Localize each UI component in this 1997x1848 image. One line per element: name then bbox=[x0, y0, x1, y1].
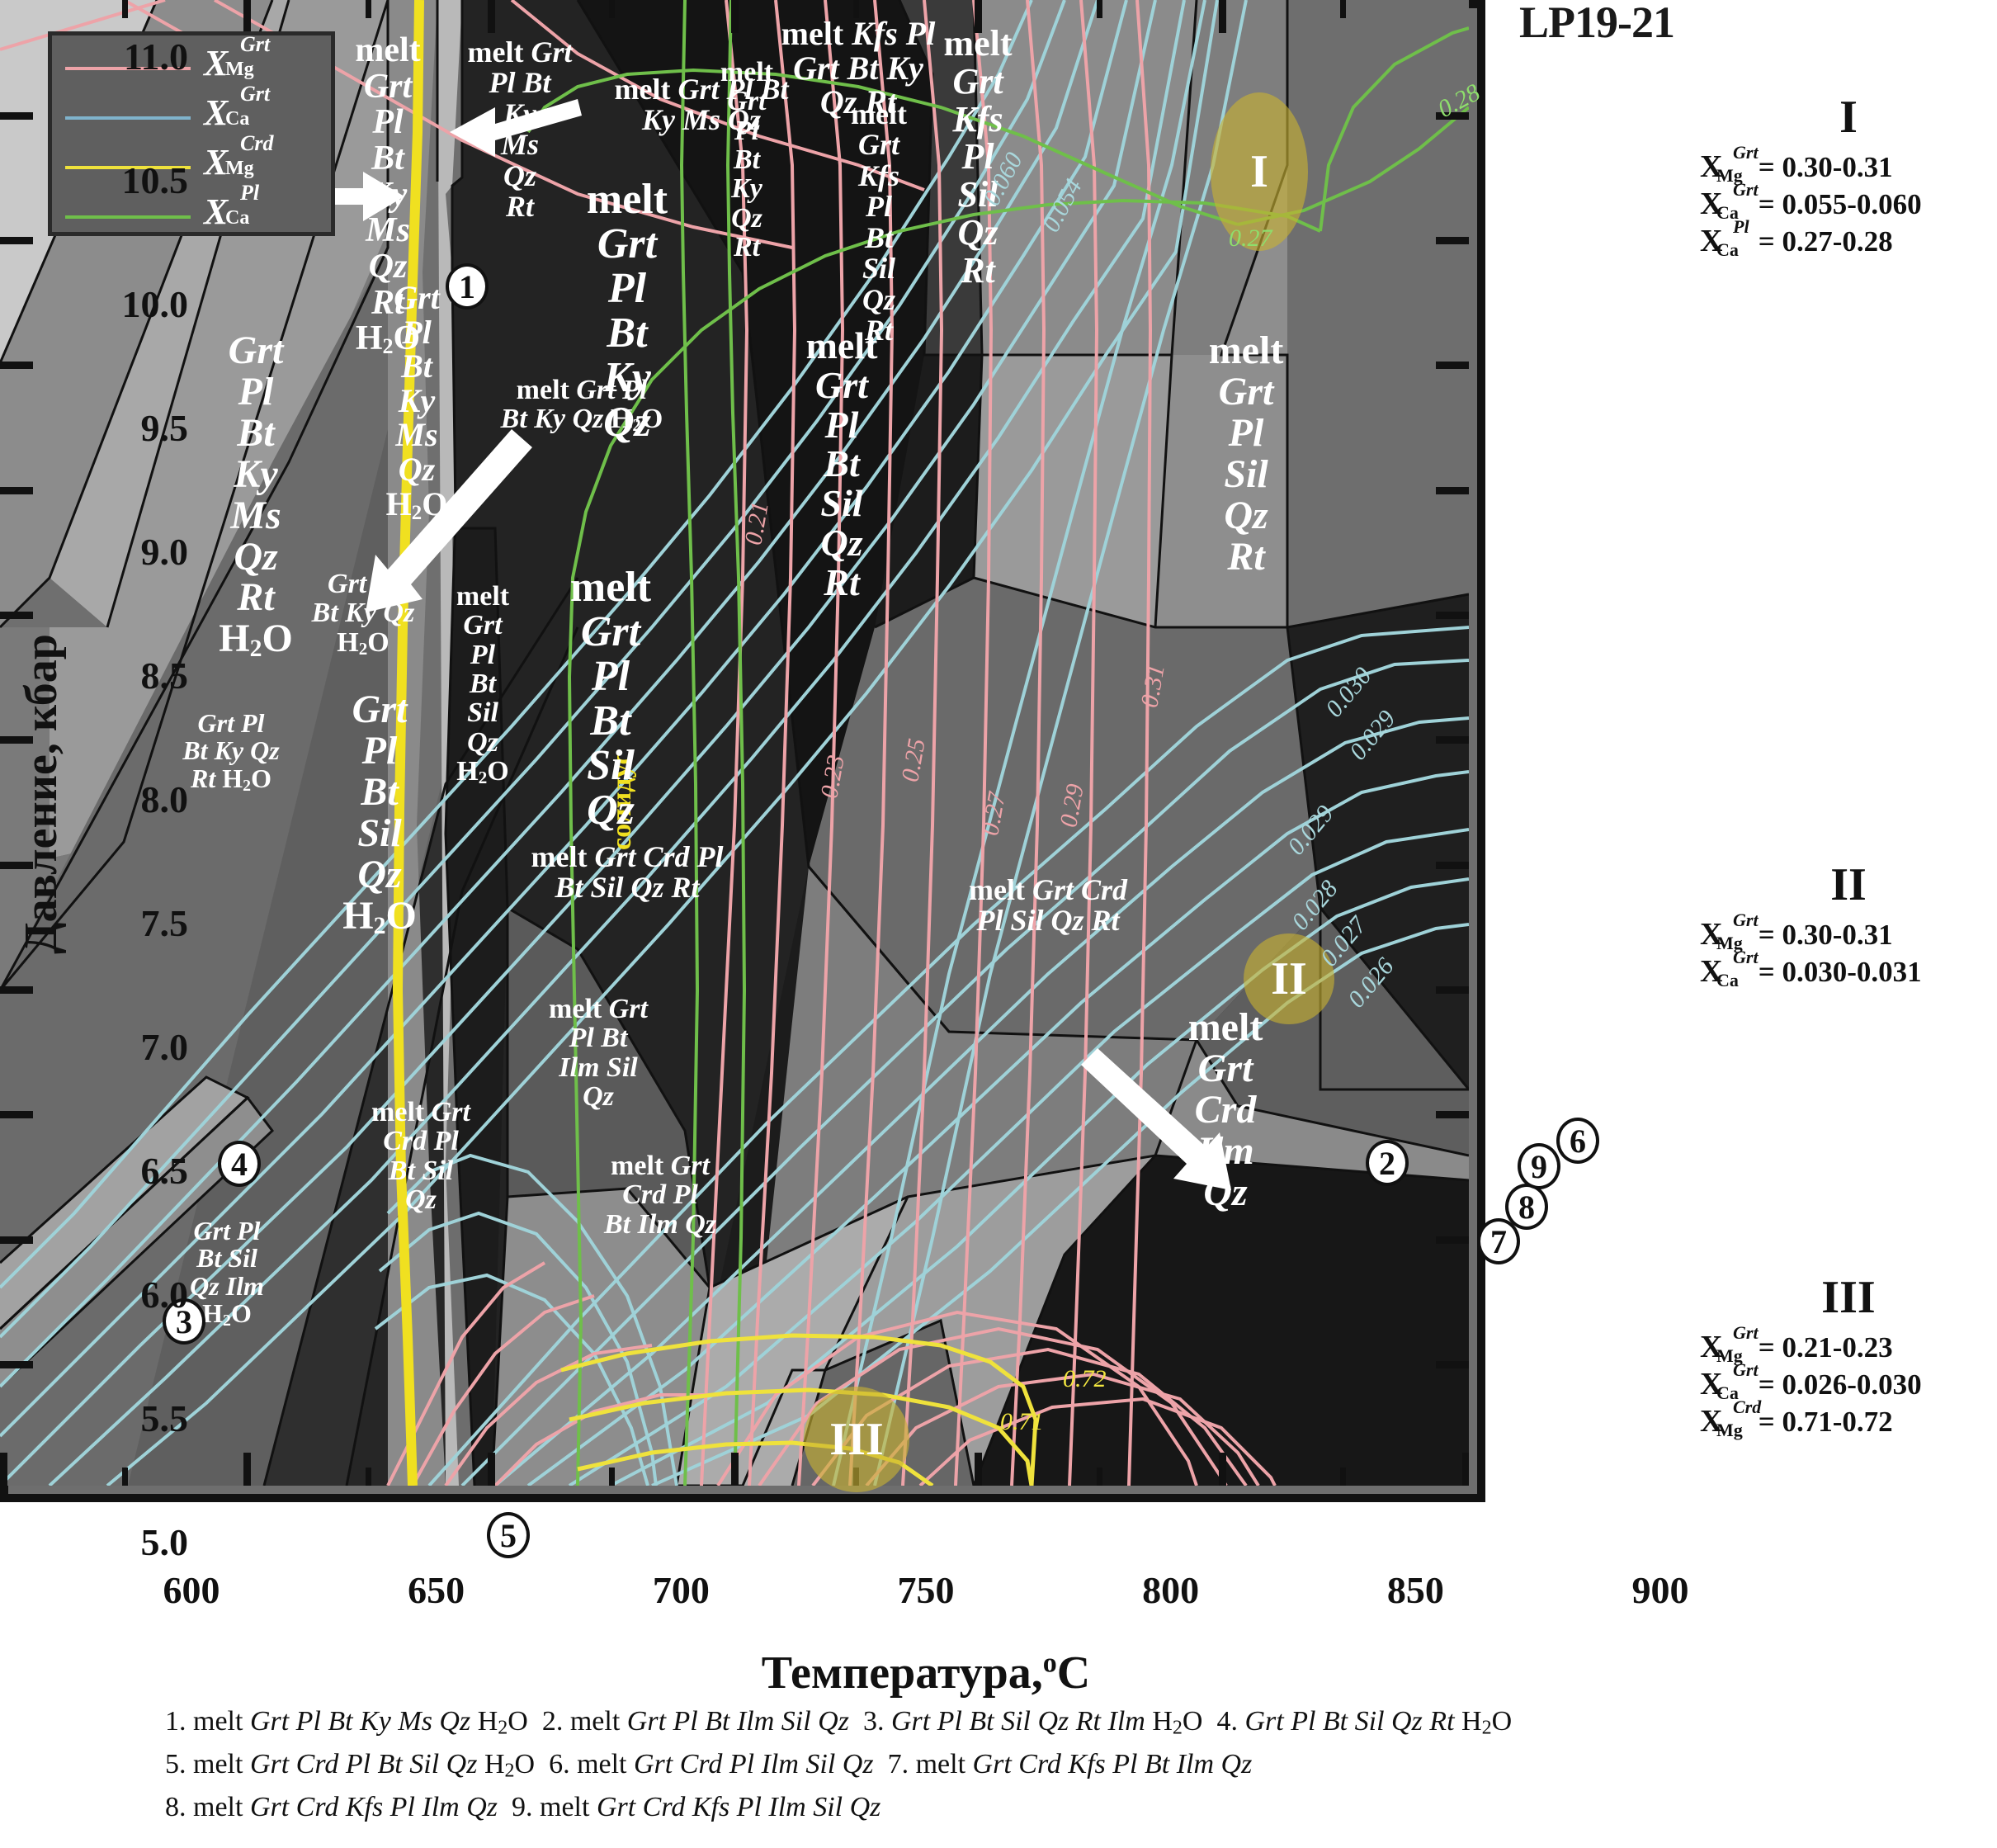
x-tick-label: 900 bbox=[1631, 1569, 1689, 1611]
x-axis-unit-deg: o bbox=[1042, 1647, 1057, 1679]
y-tick-label: 8.5 bbox=[140, 655, 189, 697]
legend-label-xmg-crd: X Mg Crd bbox=[204, 131, 274, 182]
x-axis-label-text: Температура, bbox=[761, 1647, 1043, 1699]
y-axis-label: Давление, кбар bbox=[16, 634, 67, 954]
legend-item-xmg-crd: X Mg Crd bbox=[65, 131, 329, 191]
footnote-item: 1. melt Grt Pl Bt Ky Ms Qz H2O bbox=[165, 1706, 528, 1739]
info-block-II: II X Mg Grt = 0.30-0.31 X Ca Grt = 0.030-0.031 bbox=[1700, 858, 1997, 990]
solidus-label: солидус bbox=[607, 752, 637, 850]
footnote-item: 7. melt Grt Crd Kfs Pl Bt Ilm Qz bbox=[887, 1748, 1253, 1779]
footnote-line: 1. melt Grt Pl Bt Ky Ms Qz H2O 2. melt G… bbox=[165, 1700, 1881, 1743]
legend-box: X Mg Grt X Ca Grt X Mg Crd X Ca Pl bbox=[48, 31, 335, 236]
contour-label-0-71: 0.71 bbox=[1000, 1408, 1044, 1435]
info-block-I: I X Mg Grt = 0.30-0.31 X Ca Grt = 0.055-0.060 X… bbox=[1700, 91, 1997, 260]
invariant-point-7: 7 bbox=[1477, 1218, 1520, 1264]
pt-estimate-ellipse-II: II bbox=[1244, 933, 1334, 1024]
footnote-item: 2. melt Grt Pl Bt Ilm Sil Qz bbox=[541, 1706, 849, 1737]
y-tick-label: 8.0 bbox=[140, 778, 189, 820]
pt-estimate-ellipse-III: III bbox=[804, 1387, 909, 1492]
info-row: X Ca Grt = 0.030-0.031 bbox=[1700, 946, 1922, 990]
legend-item-xca-pl: X Ca Pl bbox=[65, 181, 329, 240]
legend-swatch-xca-pl bbox=[65, 215, 191, 219]
info-row: X Mg Grt = 0.30-0.31 bbox=[1700, 910, 1893, 953]
y-tick-label: 5.5 bbox=[140, 1397, 189, 1439]
footnote-line: 8. melt Grt Crd Kfs Pl Ilm Qz 9. melt Gr… bbox=[165, 1786, 1881, 1829]
contour-label-0-27: 0.27 bbox=[1229, 225, 1272, 252]
y-tick-label: 6.5 bbox=[140, 1150, 189, 1192]
y-tick-label: 7.5 bbox=[140, 902, 189, 944]
invariant-point-3: 3 bbox=[163, 1298, 205, 1345]
legend-label-xca-grt: X Ca Grt bbox=[204, 82, 271, 133]
y-tick-label: 11.0 bbox=[124, 35, 188, 78]
info-block-roman: III bbox=[1821, 1272, 1876, 1323]
contour-label-0-72: 0.72 bbox=[1063, 1365, 1107, 1392]
invariant-point-4: 4 bbox=[218, 1141, 261, 1187]
footnote-item: 8. melt Grt Crd Kfs Pl Ilm Qz bbox=[165, 1791, 498, 1822]
footnote-item: 3. Grt Pl Bt Sil Qz Rt Ilm H2O bbox=[862, 1706, 1203, 1739]
info-row: X Ca Grt = 0.026-0.030 bbox=[1700, 1359, 1922, 1403]
legend-item-xca-grt: X Ca Grt bbox=[65, 82, 329, 141]
x-tick-label: 600 bbox=[163, 1569, 220, 1611]
legend-label-xmg-grt: X Mg Grt bbox=[204, 32, 271, 83]
footnote-item: 4. Grt Pl Bt Sil Qz Rt H2O bbox=[1216, 1706, 1513, 1739]
footnote-list: 1. melt Grt Pl Bt Ky Ms Qz H2O 2. melt G… bbox=[165, 1700, 1881, 1828]
footnote-item: 5. melt Grt Crd Pl Bt Sil Qz H2O bbox=[165, 1748, 536, 1782]
invariant-point-2: 2 bbox=[1366, 1140, 1409, 1186]
footnote-line: 5. melt Grt Crd Pl Bt Sil Qz H2O 6. melt… bbox=[165, 1743, 1881, 1786]
x-tick-label: 750 bbox=[897, 1569, 955, 1611]
legend-item-xmg-grt: X Mg Grt bbox=[65, 32, 329, 92]
x-tick-label: 700 bbox=[652, 1569, 710, 1611]
y-tick-label: 9.5 bbox=[140, 407, 189, 449]
invariant-point-1: 1 bbox=[446, 263, 489, 310]
page-title: LP19-21 bbox=[1519, 0, 1675, 47]
y-tick-label: 5.0 bbox=[140, 1521, 189, 1563]
x-tick-label: 650 bbox=[408, 1569, 465, 1611]
info-block-roman: II bbox=[1830, 859, 1867, 910]
y-tick-label: 10.5 bbox=[121, 159, 189, 201]
y-tick-label: 6.0 bbox=[140, 1274, 189, 1316]
solidus-line bbox=[392, 0, 424, 1486]
info-row: X Ca Pl = 0.27-0.28 bbox=[1700, 215, 1893, 260]
legend-swatch-xmg-grt bbox=[65, 67, 191, 70]
info-row: X Mg Crd = 0.71-0.72 bbox=[1700, 1396, 1893, 1440]
x-axis-unit-c: C bbox=[1056, 1647, 1091, 1699]
x-tick-label: 800 bbox=[1142, 1569, 1200, 1611]
y-tick-label: 9.0 bbox=[140, 531, 189, 573]
info-row: X Mg Grt = 0.30-0.31 bbox=[1700, 142, 1893, 186]
info-row: X Ca Grt = 0.055-0.060 bbox=[1700, 178, 1922, 223]
x-axis-label: Температура,oC bbox=[596, 1647, 1256, 1699]
info-block-roman: I bbox=[1839, 92, 1858, 143]
pt-estimate-ellipse-I: I bbox=[1211, 92, 1308, 251]
legend-swatch-xca-grt bbox=[65, 116, 191, 120]
info-row: X Mg Grt = 0.21-0.23 bbox=[1700, 1322, 1893, 1366]
y-tick-label: 10.0 bbox=[121, 283, 189, 325]
legend-swatch-xmg-crd bbox=[65, 166, 191, 169]
diagram-canvas bbox=[0, 0, 1469, 1486]
y-tick-label: 7.0 bbox=[140, 1026, 189, 1068]
legend-label-xca-pl: X Ca Pl bbox=[204, 181, 260, 232]
footnote-item: 6. melt Grt Crd Pl Ilm Sil Qz bbox=[549, 1748, 874, 1779]
x-tick-label: 850 bbox=[1386, 1569, 1444, 1611]
footnote-item: 9. melt Grt Crd Kfs Pl Ilm Sil Qz bbox=[512, 1791, 881, 1822]
info-block-III: III X Mg Grt = 0.21-0.23 X Ca Grt = 0.026-0.03… bbox=[1700, 1271, 1997, 1440]
